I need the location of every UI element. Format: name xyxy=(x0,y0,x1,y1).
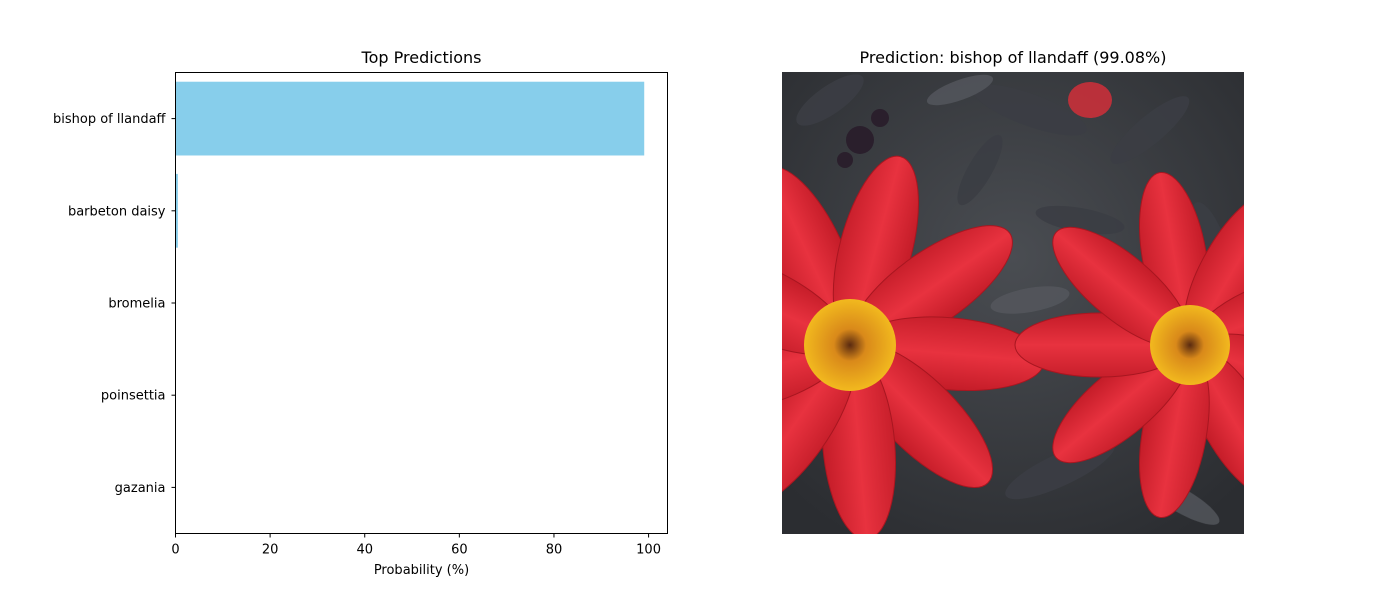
x-axis-ticks: 0 20 40 60 80 100 xyxy=(171,534,661,558)
flower-photo xyxy=(652,66,1365,543)
bar-bishop-of-llandaff xyxy=(176,82,645,156)
bars-group xyxy=(176,82,645,525)
x-tick-label: 80 xyxy=(546,543,563,558)
x-axis-label: Probability (%) xyxy=(374,563,469,578)
y-tick-label: barbeton daisy xyxy=(68,204,166,219)
prediction-image-panel: Prediction: bishop of llandaff (99.08%) xyxy=(652,48,1365,542)
y-axis-ticks: bishop of llandaff barbeton daisy bromelia… xyxy=(53,112,175,496)
probability-bar-chart: Top Predictions bishop of llandaff barbet… xyxy=(53,48,667,578)
x-tick-label: 60 xyxy=(451,543,468,558)
y-tick-label: bromelia xyxy=(108,297,165,312)
x-tick-label: 40 xyxy=(356,543,373,558)
x-tick-label: 0 xyxy=(171,543,179,558)
y-tick-label: poinsettia xyxy=(101,389,166,404)
image-title: Prediction: bishop of llandaff (99.08%) xyxy=(860,48,1167,67)
y-tick-label: bishop of llandaff xyxy=(53,112,167,127)
x-tick-label: 20 xyxy=(262,543,279,558)
chart-title: Top Predictions xyxy=(361,48,482,67)
x-tick-label: 100 xyxy=(636,543,661,558)
y-tick-label: gazania xyxy=(115,481,166,496)
